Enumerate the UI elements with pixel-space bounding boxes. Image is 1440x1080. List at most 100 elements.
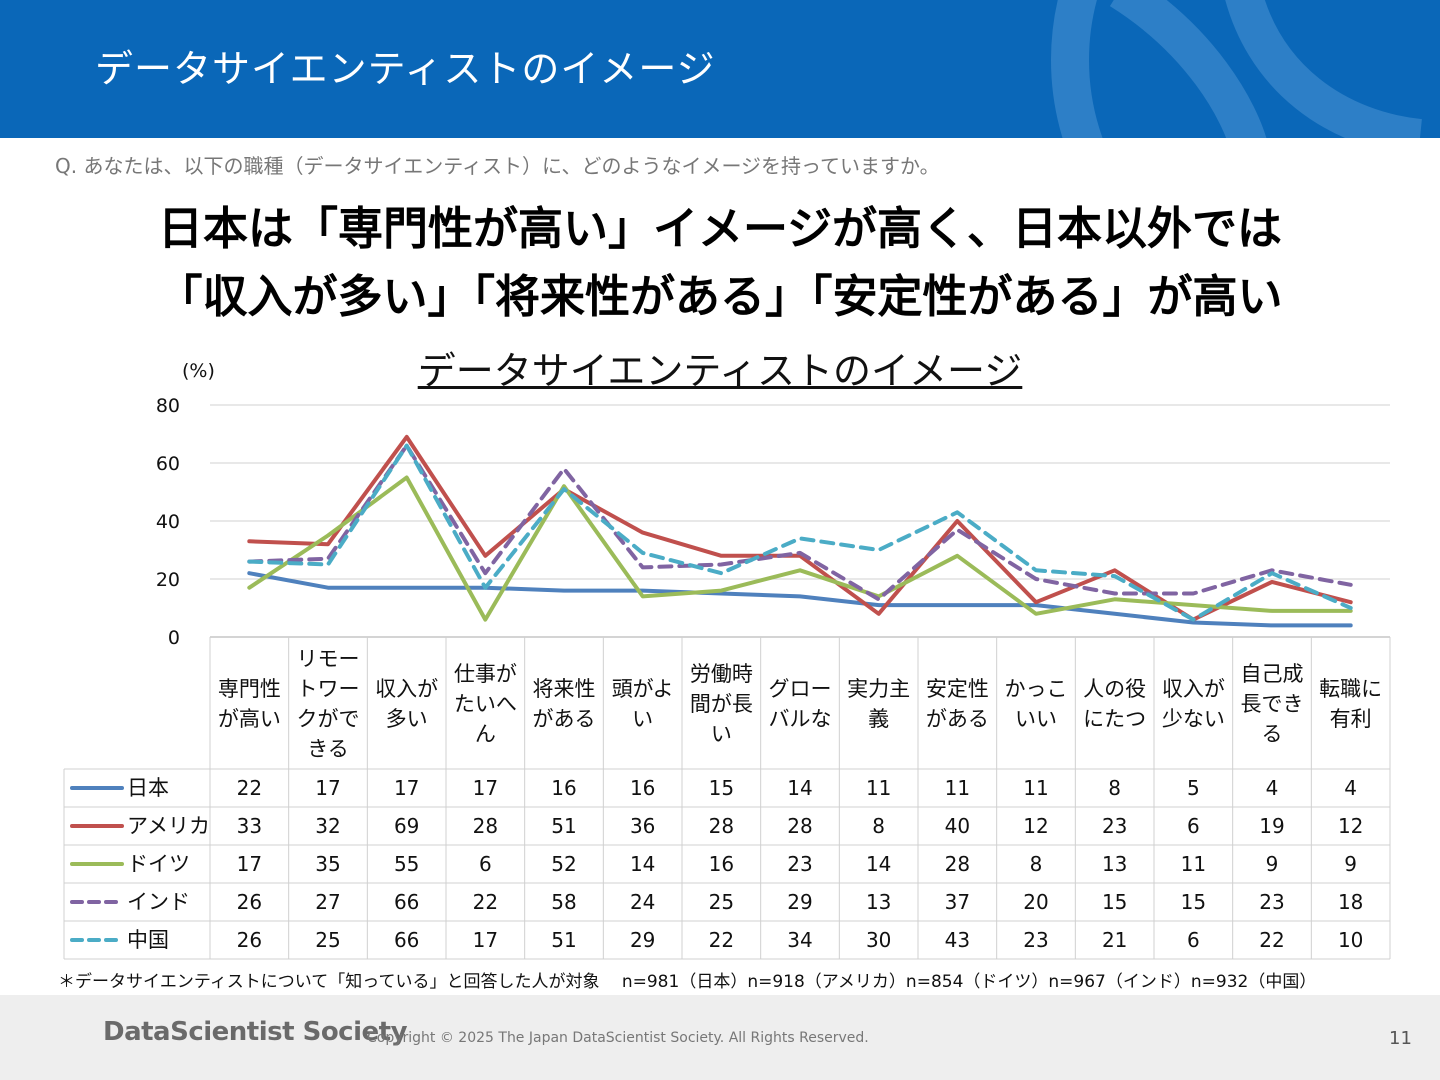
- table-cell-value: 14: [866, 852, 891, 876]
- y-tick-label: 60: [156, 453, 180, 475]
- category-label: が高い: [218, 707, 281, 731]
- category-label: 多い: [386, 707, 428, 731]
- category-label: がある: [926, 707, 989, 731]
- category-label: 転職に: [1319, 677, 1382, 701]
- table-cell-value: 8: [1030, 852, 1043, 876]
- table-cell-value: 17: [237, 852, 262, 876]
- legend-label: 中国: [127, 928, 169, 952]
- category-label: 専門性: [218, 677, 281, 701]
- table-cell-value: 11: [866, 776, 891, 800]
- category-label: がある: [533, 707, 596, 731]
- category-label: 自己成: [1241, 662, 1304, 686]
- category-label: ん: [475, 722, 496, 746]
- category-label: 労働時: [690, 662, 753, 686]
- table-cell-value: 16: [709, 852, 734, 876]
- table-cell-value: 17: [394, 776, 419, 800]
- y-tick-label: 0: [168, 627, 180, 649]
- table-cell-value: 14: [630, 852, 655, 876]
- table-cell-value: 8: [872, 814, 885, 838]
- table-cell-value: 52: [551, 852, 576, 876]
- category-label: 義: [868, 707, 889, 731]
- category-label: 人の役: [1083, 677, 1146, 701]
- header-title: データサイエンティストのイメージ: [95, 47, 716, 91]
- y-tick-label: 40: [156, 511, 180, 533]
- y-tick-label: 20: [156, 569, 180, 591]
- category-label: 少ない: [1162, 707, 1225, 731]
- table-cell-value: 22: [473, 890, 498, 914]
- table-cell-value: 13: [1102, 852, 1127, 876]
- table-cell-value: 16: [630, 776, 655, 800]
- table-cell-value: 4: [1266, 776, 1279, 800]
- category-label: 実力主: [847, 677, 910, 701]
- category-label: 頭がよ: [612, 677, 674, 701]
- table-cell-value: 51: [551, 928, 576, 952]
- table-cell-value: 16: [551, 776, 576, 800]
- table-cell-value: 8: [1108, 776, 1121, 800]
- table-cell-value: 28: [945, 852, 970, 876]
- category-label: い: [711, 722, 732, 746]
- table-cell-value: 66: [394, 928, 419, 952]
- series-line: [247, 571, 1353, 628]
- table-cell-value: 9: [1266, 852, 1279, 876]
- table-cell-value: 22: [237, 776, 262, 800]
- category-label: 将来性: [533, 677, 596, 701]
- table-cell-value: 11: [1023, 776, 1048, 800]
- table-cell-value: 33: [237, 814, 262, 838]
- table-cell-value: 12: [1338, 814, 1363, 838]
- headline-line-2: 「収入が多い」「将来性がある」「安定性がある」が高い: [157, 270, 1283, 323]
- category-label: バルな: [769, 707, 832, 731]
- table-cell-value: 24: [630, 890, 655, 914]
- series-line: [247, 443, 1353, 622]
- header-banner: データサイエンティストのイメージ: [0, 0, 1440, 138]
- category-label: る: [1262, 722, 1283, 746]
- table-cell-value: 35: [315, 852, 340, 876]
- category-label: かっこ: [1005, 677, 1068, 701]
- footnote: ＊データサイエンティストについて「知っている」と回答した人が対象 n=981（日…: [58, 972, 1317, 992]
- table-cell-value: 22: [1259, 928, 1284, 952]
- table-cell-value: 5: [1187, 776, 1200, 800]
- footer: DataScientist Society Copyright © 2025 T…: [0, 995, 1440, 1080]
- category-label: トワー: [297, 677, 360, 701]
- table-cell-value: 6: [479, 852, 492, 876]
- table-cell-value: 29: [630, 928, 655, 952]
- category-label: いい: [1015, 707, 1057, 731]
- table-cell-value: 18: [1338, 890, 1363, 914]
- table-cell-value: 6: [1187, 814, 1200, 838]
- headline-line-1: 日本は「専門性が高い」イメージが高く、日本以外では: [157, 202, 1283, 255]
- table-cell-value: 25: [315, 928, 340, 952]
- category-label: 収入が: [375, 677, 438, 701]
- copyright-text: Copyright © 2025 The Japan DataScientist…: [367, 1030, 869, 1046]
- table-cell-value: 27: [315, 890, 340, 914]
- chart-title: データサイエンティストのイメージ: [417, 349, 1023, 393]
- table-cell-value: 28: [787, 814, 812, 838]
- table-cell-value: 34: [787, 928, 812, 952]
- table-cell-value: 69: [394, 814, 419, 838]
- table-cell-value: 6: [1187, 928, 1200, 952]
- category-label: い: [632, 707, 653, 731]
- table-cell-value: 11: [945, 776, 970, 800]
- table-cell-value: 4: [1344, 776, 1357, 800]
- table-cell-value: 32: [315, 814, 340, 838]
- table-cell-value: 20: [1023, 890, 1048, 914]
- table-cell-value: 17: [473, 776, 498, 800]
- table-cell-value: 36: [630, 814, 655, 838]
- legend-label: ドイツ: [127, 852, 190, 876]
- table-cell-value: 13: [866, 890, 891, 914]
- legend-label: 日本: [127, 776, 169, 800]
- table-cell-value: 15: [1181, 890, 1206, 914]
- page-number: 11: [1389, 1028, 1412, 1049]
- table-cell-value: 28: [473, 814, 498, 838]
- table-cell-value: 40: [945, 814, 970, 838]
- category-label: グロー: [769, 677, 832, 701]
- table-cell-value: 55: [394, 852, 419, 876]
- category-label: にたつ: [1083, 707, 1146, 731]
- table-cell-value: 11: [1181, 852, 1206, 876]
- y-tick-label: 80: [156, 395, 180, 417]
- table-cell-value: 25: [709, 890, 734, 914]
- table-cell-value: 22: [709, 928, 734, 952]
- table-cell-value: 14: [787, 776, 812, 800]
- table-cell-value: 23: [1102, 814, 1127, 838]
- category-label: 間が長: [690, 692, 753, 716]
- table-cell-value: 26: [237, 928, 262, 952]
- category-label: きる: [307, 737, 349, 761]
